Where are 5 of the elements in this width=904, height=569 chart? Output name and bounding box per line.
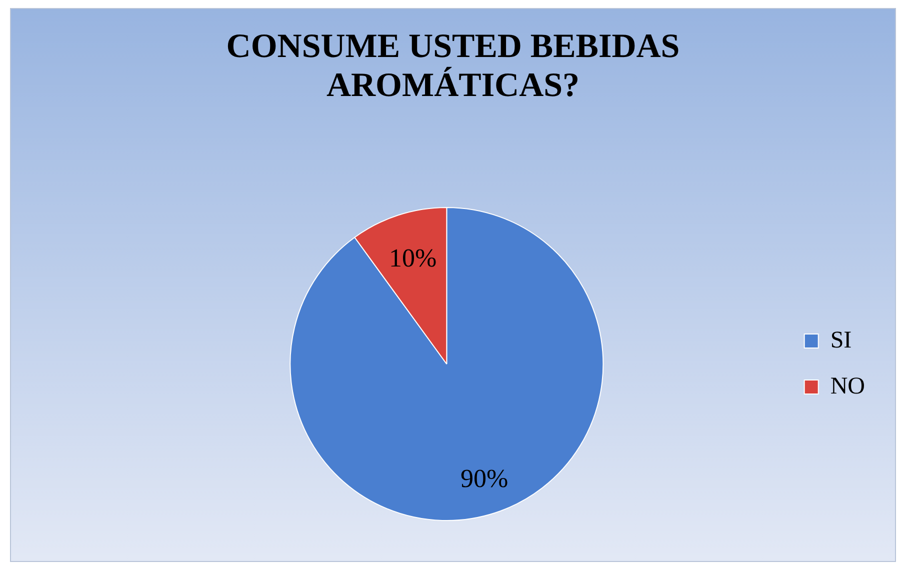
legend-label: NO [830, 373, 866, 400]
legend-label: SI [830, 327, 852, 354]
chart-title: CONSUME USTED BEBIDAS AROMÁTICAS? [225, 27, 681, 106]
data-label: 90% [460, 464, 508, 493]
data-label: 10% [388, 244, 437, 273]
